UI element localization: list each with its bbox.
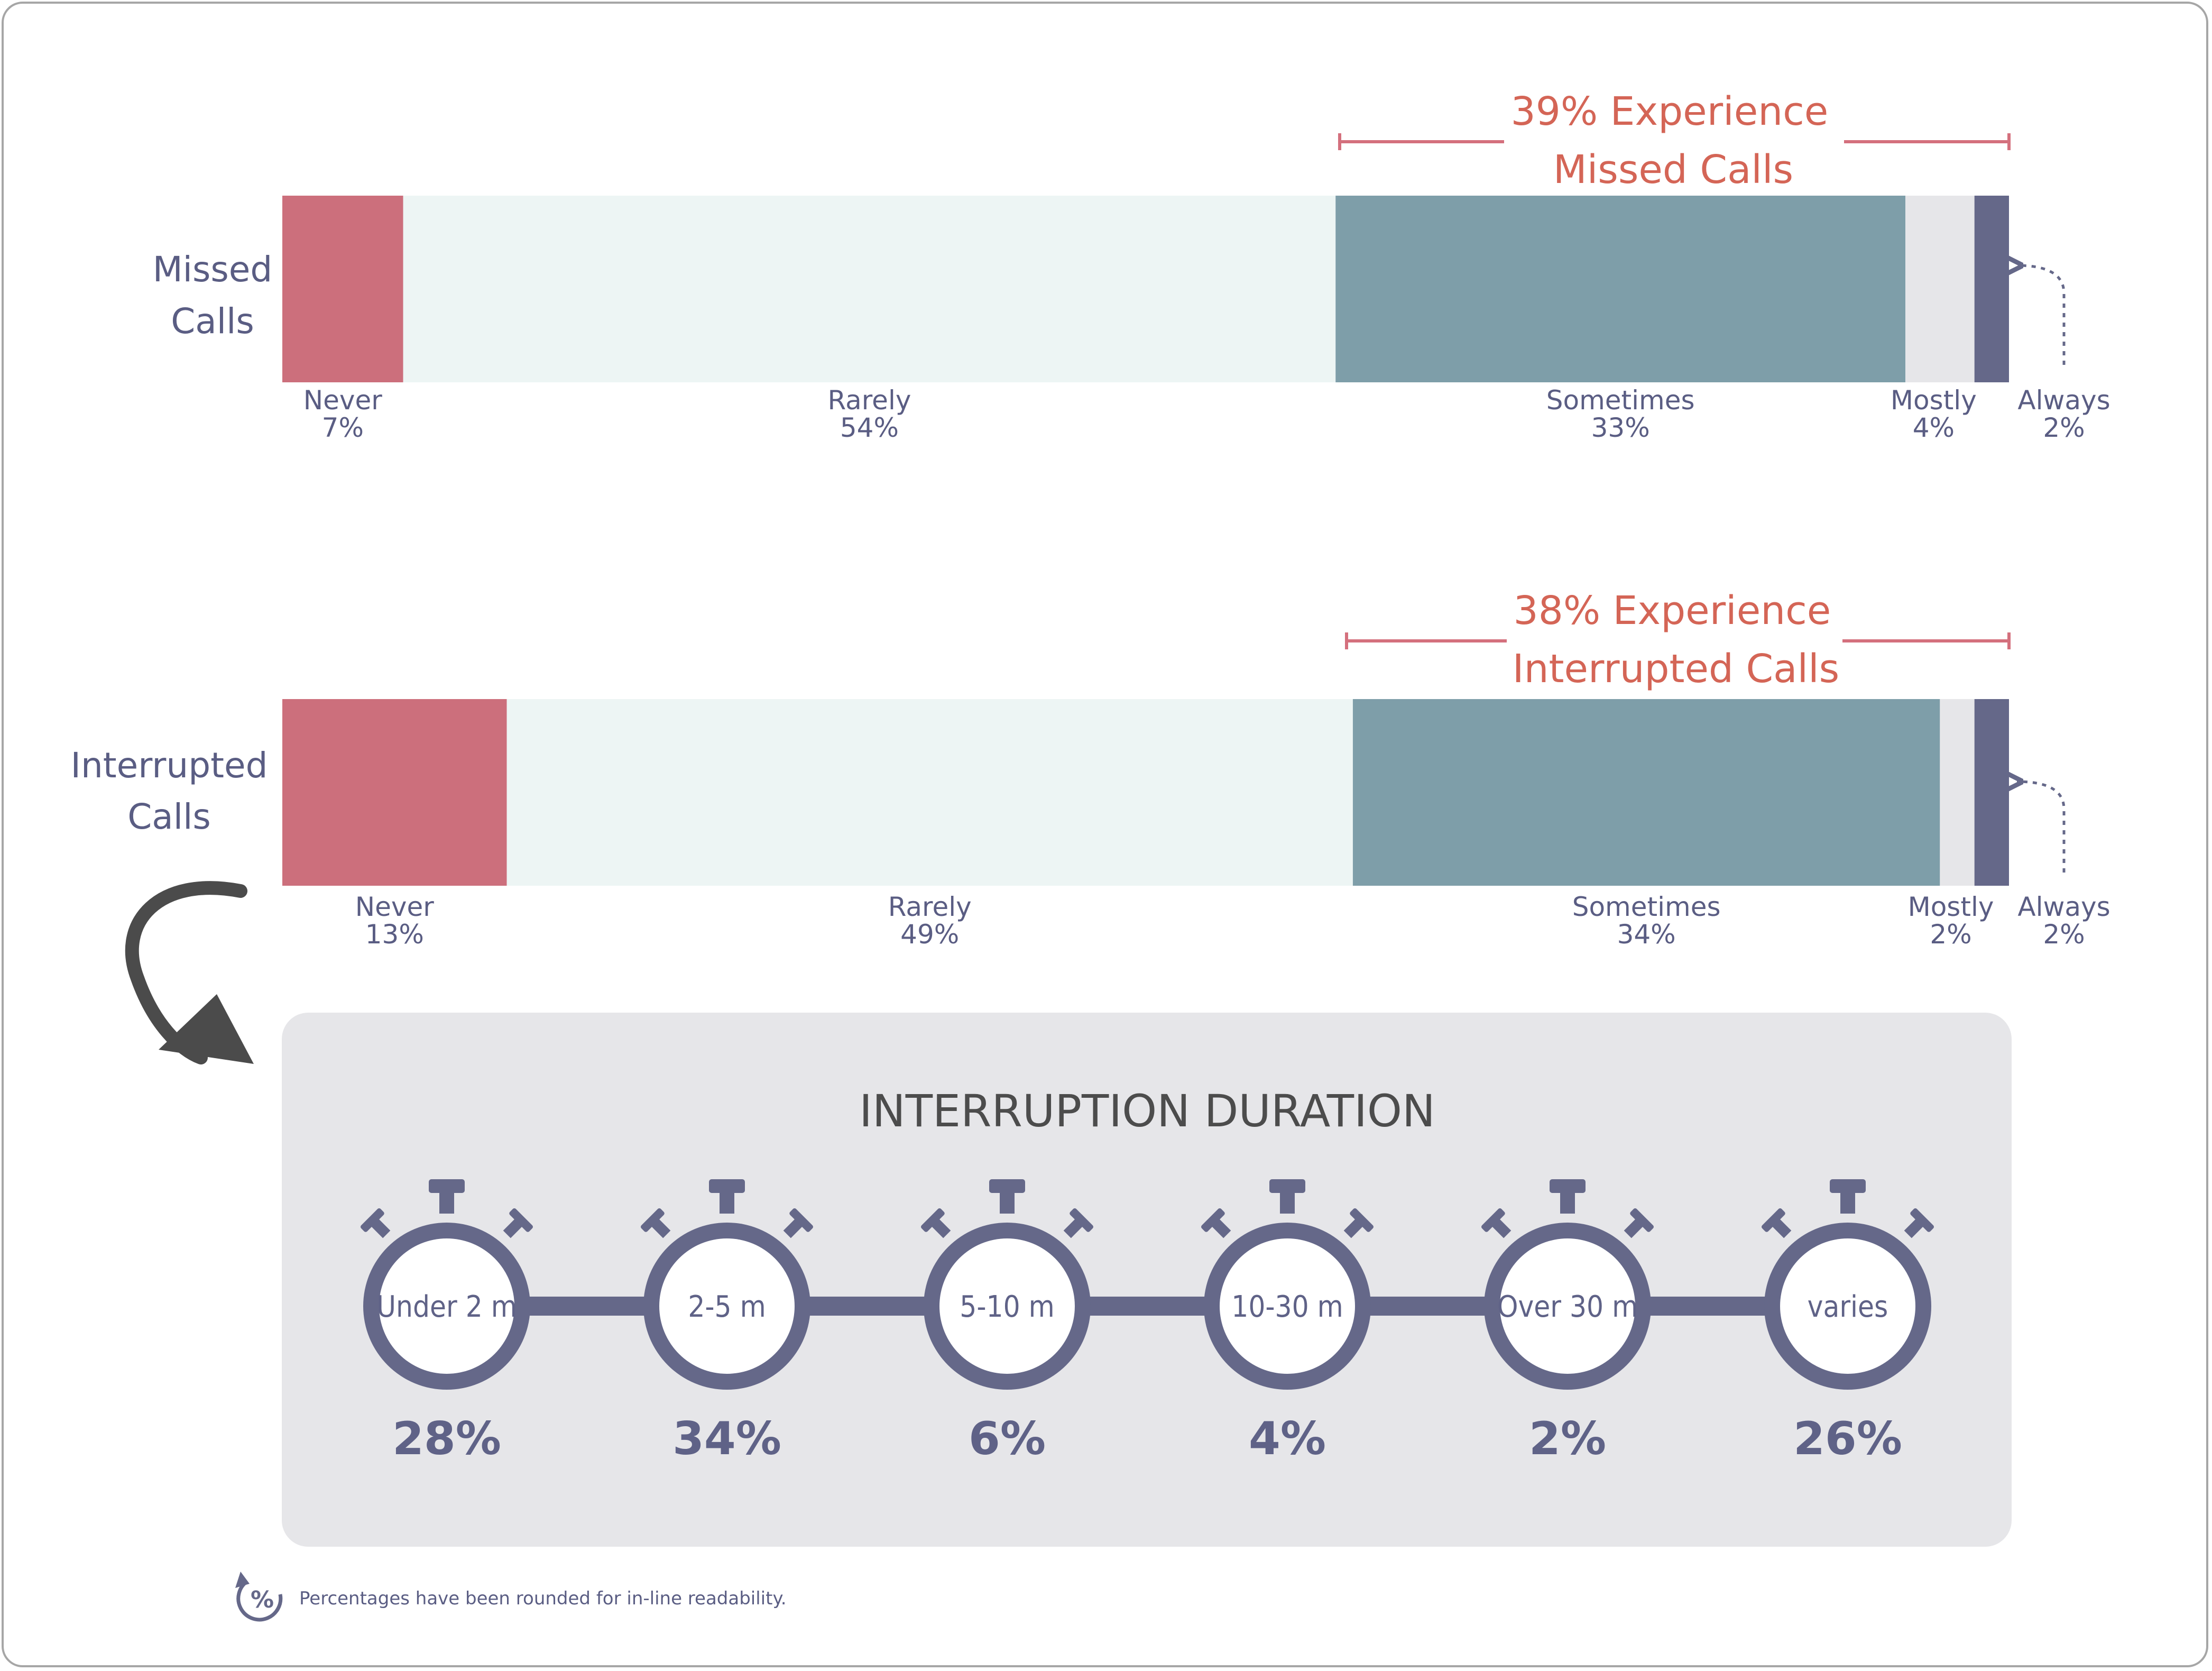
interrupted-bracket-line2: Interrupted Calls: [1513, 646, 1839, 692]
stopwatch-icon: [1201, 1179, 1374, 1390]
timer-value-5-10-m: 6%: [969, 1412, 1046, 1465]
timer-value-varies: 26%: [1793, 1412, 1902, 1465]
interrupted-row-label-line2: Calls: [127, 796, 211, 837]
timer-label-over-30-m: Over 30 m: [1497, 1290, 1638, 1324]
category-label-rarely: Rarely: [827, 385, 911, 416]
value-label-always: 2%: [2043, 919, 2085, 950]
category-label-mostly: Mostly: [1891, 385, 1977, 416]
timer-value-under-2-m: 28%: [392, 1412, 501, 1465]
value-label-mostly: 2%: [1930, 919, 1971, 950]
bar-segment-rarely: [403, 196, 1336, 382]
category-label-always: Always: [2017, 892, 2110, 922]
interrupted-calls-bracket: 38% Experience Interrupted Calls: [1345, 588, 2011, 692]
value-label-sometimes: 34%: [1617, 919, 1676, 950]
interrupted-bracket-line1: 38% Experience: [1514, 588, 1831, 633]
category-label-mostly: Mostly: [1908, 892, 1994, 922]
timer-value-over-30-m: 2%: [1529, 1412, 1606, 1465]
bar-segment-rarely: [506, 699, 1353, 886]
timer-value-2-5-m: 34%: [672, 1412, 781, 1465]
missed-bracket-line2: Missed Calls: [1553, 147, 1793, 192]
missed-calls-bracket: 39% Experience Missed Calls: [1338, 89, 2011, 192]
bar-segment-sometimes: [1352, 699, 1940, 886]
svg-text:%: %: [251, 1586, 274, 1613]
interrupted-calls-bar: [282, 699, 2009, 886]
interruption-duration-panel: INTERRUPTION DURATION Under 2 m 28% 2-5 m 3…: [282, 1013, 2012, 1547]
timer-label-5-10-m: 5-10 m: [960, 1290, 1054, 1324]
bar-segment-always: [1974, 196, 2009, 382]
value-label-never: 13%: [365, 919, 424, 950]
timer-label-varies: varies: [1808, 1290, 1888, 1324]
value-label-sometimes: 33%: [1591, 412, 1650, 443]
value-label-never: 7%: [322, 412, 364, 443]
curved-arrow-icon: [125, 881, 254, 1064]
value-label-always: 2%: [2043, 412, 2085, 443]
stopwatch-icon: [640, 1179, 814, 1390]
value-label-rarely: 49%: [900, 919, 959, 950]
missed-bracket-line1: 39% Experience: [1511, 89, 1829, 134]
percent-refresh-icon: %: [235, 1572, 283, 1622]
missed-calls-bar: [282, 196, 2009, 382]
category-label-rarely: Rarely: [888, 892, 972, 922]
missed-row-label-line2: Calls: [171, 301, 254, 342]
timer-value-10-30-m: 4%: [1249, 1412, 1326, 1465]
bar-segment-never: [282, 699, 507, 886]
value-label-rarely: 54%: [840, 412, 899, 443]
stopwatch-icon: [360, 1179, 533, 1390]
bar-segment-mostly: [1905, 196, 1975, 382]
missed-row-label-line1: Missed: [153, 249, 273, 290]
stopwatch-icon: [920, 1179, 1094, 1390]
bar-segment-never: [282, 196, 403, 382]
footnote-text: Percentages have been rounded for in-lin…: [299, 1588, 787, 1609]
interrupted-always-pointer-arrow: [2017, 782, 2066, 873]
category-label-never: Never: [355, 892, 435, 922]
category-label-never: Never: [303, 385, 383, 416]
timer-row: Under 2 m 28% 2-5 m 34% 5-10 m 6% 10-30 m 4% Ove…: [360, 1179, 1934, 1465]
category-label-sometimes: Sometimes: [1572, 892, 1721, 922]
timer-label-under-2-m: Under 2 m: [376, 1290, 517, 1324]
footnote: % Percentages have been rounded for in-l…: [235, 1572, 787, 1622]
bar-segment-sometimes: [1335, 196, 1906, 382]
timer-label-10-30-m: 10-30 m: [1231, 1290, 1343, 1324]
value-label-mostly: 4%: [1913, 412, 1955, 443]
stopwatch-icon: [1761, 1179, 1934, 1390]
category-label-always: Always: [2017, 385, 2110, 416]
bar-segment-always: [1974, 699, 2009, 886]
stopwatch-icon: [1481, 1179, 1654, 1390]
timer-label-2-5-m: 2-5 m: [688, 1290, 766, 1324]
category-label-sometimes: Sometimes: [1546, 385, 1695, 416]
interrupted-row-label-line1: Interrupted: [71, 745, 268, 786]
panel-title: INTERRUPTION DURATION: [859, 1085, 1435, 1137]
bar-segment-mostly: [1940, 699, 1975, 886]
missed-always-pointer-arrow: [2017, 265, 2066, 365]
interrupted-calls-category-labels: Never13%Rarely49%Sometimes34%Mostly2%Alw…: [355, 892, 2110, 950]
